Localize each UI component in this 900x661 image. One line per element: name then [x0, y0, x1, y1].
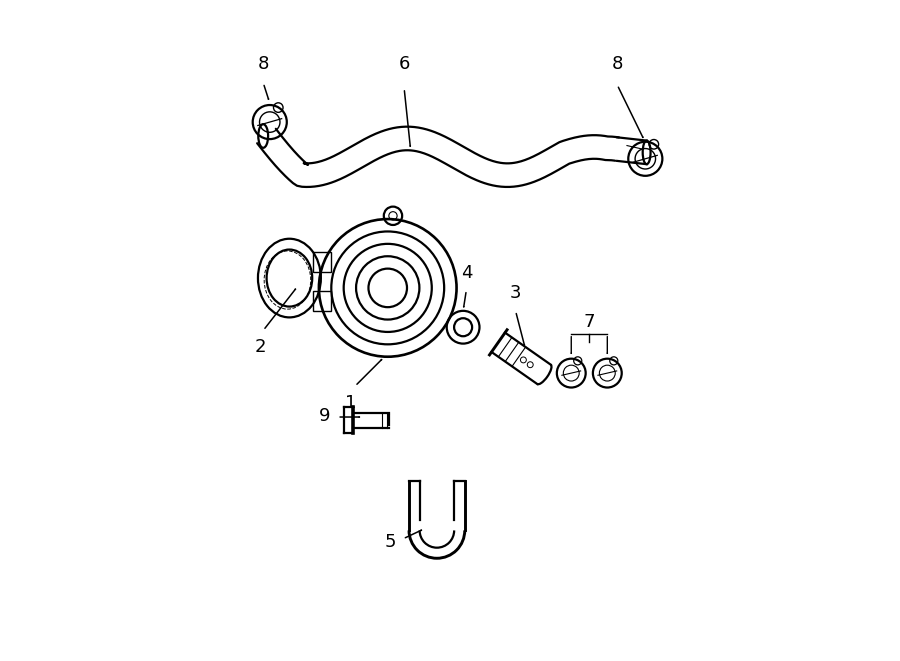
Text: 8: 8	[257, 55, 269, 73]
Text: 3: 3	[509, 284, 521, 301]
Text: 9: 9	[320, 407, 330, 425]
Text: 7: 7	[583, 313, 595, 330]
Text: 4: 4	[461, 264, 472, 282]
Text: 1: 1	[345, 394, 356, 412]
Text: 5: 5	[385, 533, 396, 551]
Text: 2: 2	[254, 338, 266, 356]
Text: 6: 6	[399, 55, 410, 73]
Text: 8: 8	[611, 55, 623, 73]
